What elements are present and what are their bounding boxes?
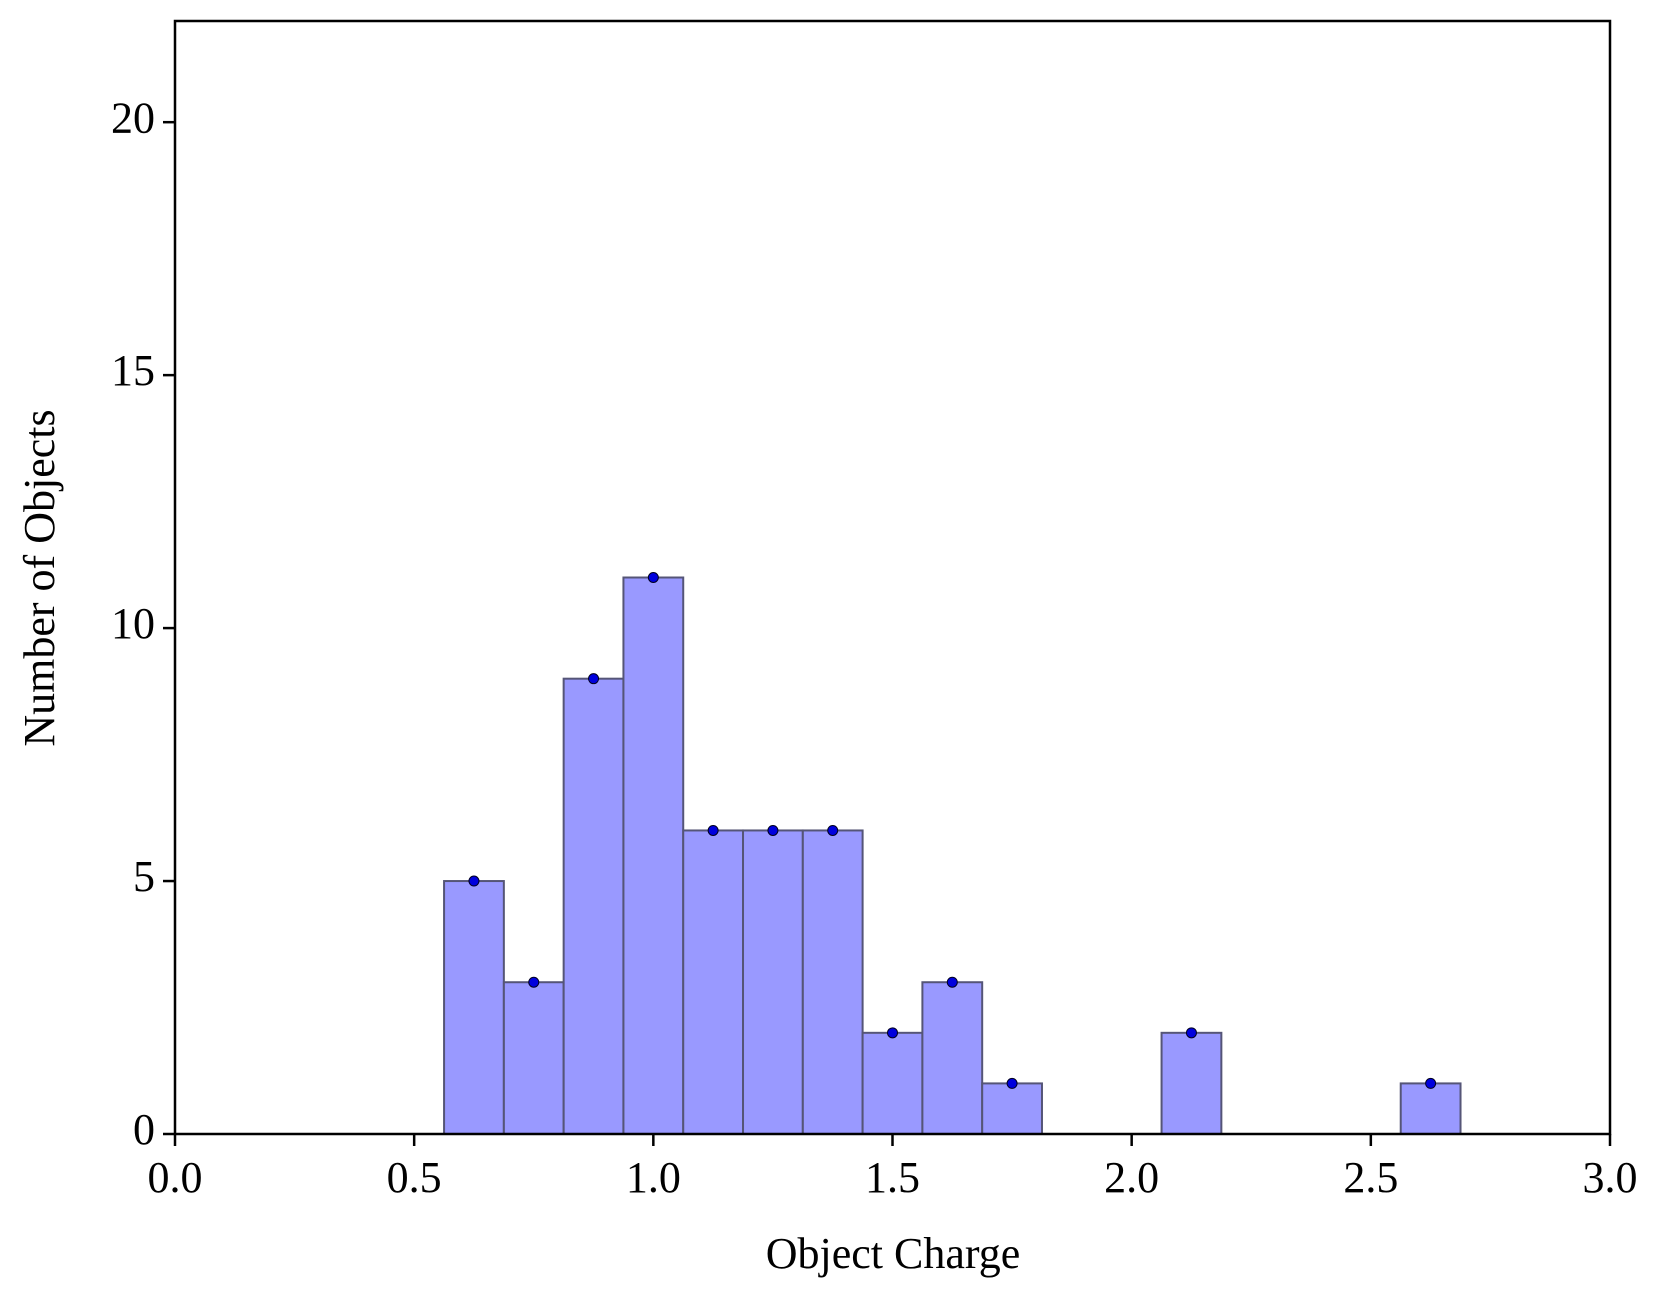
- bar: [562, 677, 625, 1135]
- x-tick-label: 3.0: [1583, 1153, 1638, 1202]
- y-tick-label: 20: [111, 93, 155, 142]
- bar: [622, 576, 685, 1135]
- bin-marker: [647, 572, 659, 583]
- x-tick-label: 1.5: [865, 1153, 920, 1202]
- y-axis-label: Number of Objects: [15, 409, 64, 746]
- bar: [502, 981, 565, 1136]
- bar: [1160, 1031, 1223, 1136]
- x-tick-label: 0.0: [148, 1153, 203, 1202]
- bin-marker: [707, 824, 719, 836]
- bin-marker: [528, 976, 540, 988]
- bin-marker: [767, 824, 779, 836]
- bar: [1399, 1082, 1462, 1135]
- bin-marker: [827, 824, 839, 836]
- bar: [981, 1082, 1043, 1135]
- bar: [801, 829, 864, 1135]
- y-tick-label: 10: [111, 599, 155, 648]
- x-tick-label: 2.0: [1104, 1153, 1159, 1202]
- bin-marker: [468, 875, 480, 887]
- x-tick-label: 2.5: [1343, 1153, 1398, 1202]
- bin-marker: [887, 1027, 898, 1039]
- bin-marker: [946, 976, 958, 988]
- x-tick-label: 1.0: [626, 1153, 681, 1202]
- x-axis-label: Object Charge: [766, 1229, 1021, 1278]
- bar: [742, 829, 804, 1135]
- bar: [443, 880, 505, 1136]
- bin-marker: [1006, 1077, 1018, 1089]
- bin-marker: [1425, 1077, 1437, 1089]
- y-tick-label: 15: [111, 346, 155, 395]
- bar: [921, 981, 984, 1136]
- y-tick-label: 5: [133, 852, 155, 901]
- x-tick-label: 0.5: [387, 1153, 442, 1202]
- plot-frame: [173, 19, 1612, 1136]
- bar: [682, 829, 745, 1135]
- bin-marker: [1185, 1027, 1197, 1039]
- y-tick-label: 0: [133, 1105, 155, 1154]
- bar: [861, 1031, 924, 1136]
- bin-marker: [588, 673, 600, 685]
